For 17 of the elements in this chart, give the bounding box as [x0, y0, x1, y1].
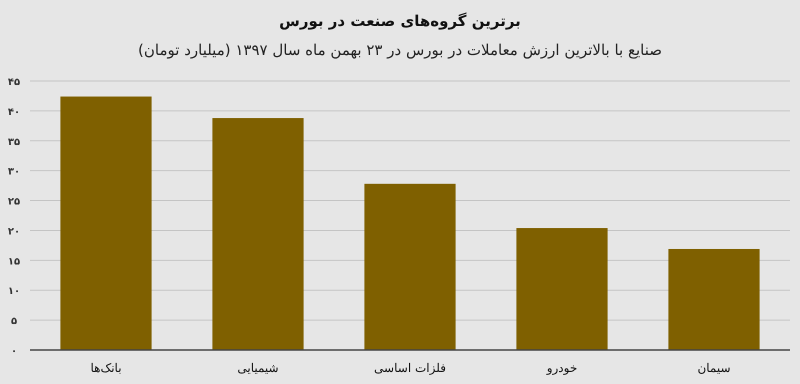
- xtick: خودرو: [546, 361, 578, 375]
- subtitle: صنایع با بالاترین ارزش معاملات در بورس در ۲۳ بهمن ماه سال ۱۳۹۷ (میلیارد تومان): [138, 41, 662, 59]
- ytick: ۲۰: [8, 226, 20, 238]
- title: برترین گروه‌های صنعت در بورس: [279, 12, 521, 30]
- ytick: ۱۵: [8, 256, 20, 268]
- xtick: شیمیایی: [237, 361, 279, 375]
- xtick: سیمان: [697, 361, 731, 375]
- ytick: ۱۰: [8, 286, 20, 298]
- ytick: ۰: [10, 346, 18, 357]
- ytick: ۵: [10, 316, 18, 328]
- ytick: ۳۰: [8, 166, 20, 178]
- ytick: ۳۵: [8, 136, 20, 148]
- xtick: فلزات اساسی: [374, 361, 446, 375]
- ytick: ۴۰: [8, 106, 20, 118]
- ytick: ۲۵: [8, 196, 20, 208]
- ytick: ۴۵: [8, 77, 20, 88]
- xtick: بانک‌ها: [90, 361, 122, 375]
